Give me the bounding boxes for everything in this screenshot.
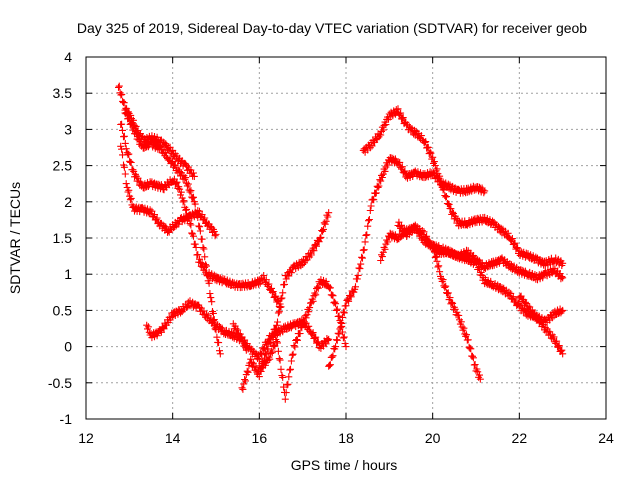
y-tick-label: 1 <box>64 266 72 282</box>
y-tick-label: 4 <box>64 49 72 65</box>
data-points <box>359 105 567 270</box>
y-tick-label: 0.5 <box>53 302 73 318</box>
x-tick-label: 20 <box>425 430 441 446</box>
series-track-5 <box>143 297 250 354</box>
series-track-2 <box>117 120 285 311</box>
data-points <box>515 292 567 326</box>
y-axis-label: SDTVAR / TECUs <box>7 182 23 294</box>
series-track-6 <box>229 316 333 364</box>
x-tick-label: 24 <box>598 430 614 446</box>
chart-title: Day 325 of 2019, Sidereal Day-to-day VTE… <box>77 20 587 36</box>
series-track-13 <box>429 243 484 383</box>
y-tick-label: 0 <box>64 339 72 355</box>
x-tick-label: 14 <box>165 430 181 446</box>
grid <box>86 57 606 419</box>
data-points <box>121 109 224 358</box>
y-tick-label: -1 <box>60 411 73 427</box>
data-points <box>325 154 489 370</box>
series-track-7 <box>238 209 333 393</box>
data-markers <box>115 82 567 403</box>
x-tick-label: 12 <box>78 430 94 446</box>
y-tick-label: -0.5 <box>48 375 72 391</box>
data-points <box>255 276 350 403</box>
series-track-9 <box>325 154 489 370</box>
series-track-10 <box>359 105 567 270</box>
x-tick-label: 18 <box>338 430 354 446</box>
data-points <box>117 142 220 240</box>
data-points <box>117 120 285 311</box>
y-tick-label: 2 <box>64 194 72 210</box>
series-track-14 <box>515 292 567 326</box>
x-tick-label: 16 <box>252 430 268 446</box>
y-tick-label: 2.5 <box>53 158 73 174</box>
series-track-3 <box>117 142 220 240</box>
axis-ticks: 12 14 16 18 20 22 24 -1 -0.5 0 0.5 1 1.5 2 2.5 3 3.5 4 <box>48 49 614 446</box>
series-track-8 <box>255 276 350 403</box>
data-points <box>143 297 250 354</box>
data-points <box>238 209 333 393</box>
data-points <box>229 316 333 364</box>
y-tick-label: 1.5 <box>53 230 73 246</box>
x-axis-label: GPS time / hours <box>291 457 398 473</box>
y-tick-label: 3.5 <box>53 85 73 101</box>
series-track-4 <box>121 109 224 358</box>
y-tick-label: 3 <box>64 121 72 137</box>
data-points <box>429 243 484 383</box>
x-tick-label: 22 <box>512 430 528 446</box>
